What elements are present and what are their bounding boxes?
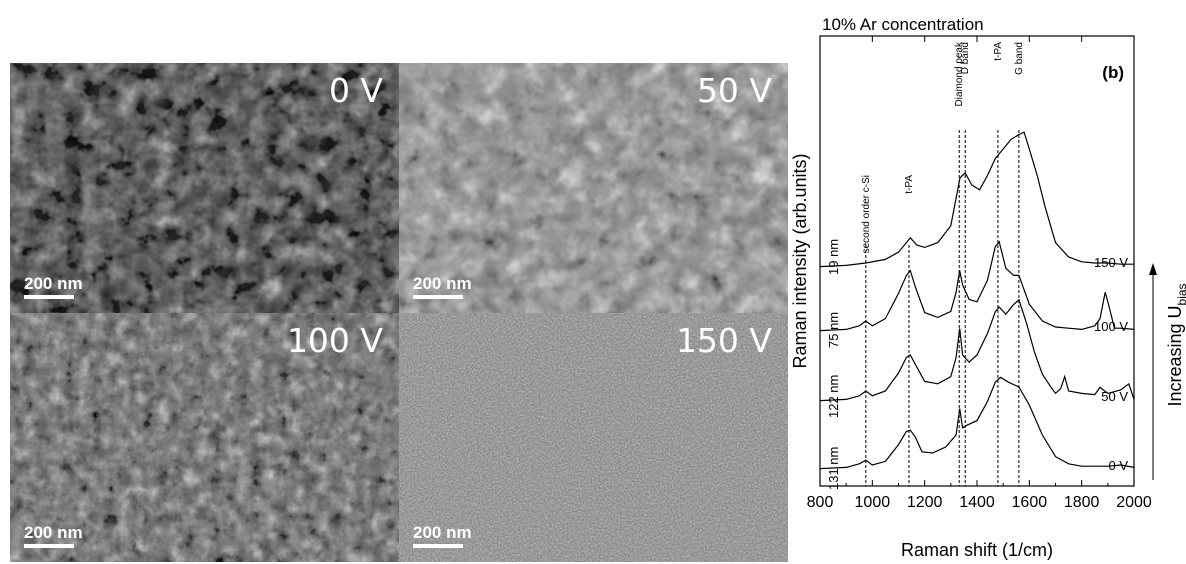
reference-line-label: second order c-Si [861, 175, 872, 253]
series-line-0v [819, 376, 1135, 470]
x-tick-label: 1200 [907, 494, 943, 511]
sem-panel-100v: 100 V 200 nm [10, 313, 399, 562]
right-axis-label-sub: bias [1175, 283, 1186, 305]
scale-bar: 200 nm [24, 523, 83, 548]
plot-frame [819, 35, 1135, 487]
sem-image-150v [399, 313, 788, 562]
sem-image-0v [10, 63, 399, 313]
sem-image-100v [10, 313, 399, 562]
series-line-150v [819, 131, 1134, 268]
scale-bar-label: 200 nm [24, 274, 83, 293]
scale-bar-line [413, 544, 463, 548]
x-tick-label: 1800 [1064, 494, 1100, 511]
bias-label: 150 V [675, 321, 772, 360]
scale-bar: 200 nm [413, 274, 472, 299]
x-tick-label: 800 [807, 494, 834, 511]
series-bias-label: 150 V [1094, 255, 1128, 270]
scale-bar-line [413, 295, 463, 299]
series-thickness-label: 131 nm [826, 447, 841, 490]
reference-line-label: Diamond peak [954, 41, 965, 106]
x-tick-label: 1600 [1012, 494, 1048, 511]
x-tick-label: 1000 [855, 494, 891, 511]
bias-label: 100 V [286, 321, 383, 360]
panel-tag: (b) [1102, 63, 1124, 82]
sem-panel-150v: 150 V 200 nm [399, 313, 788, 562]
reference-line-label: t-PA [904, 175, 915, 194]
bias-label: 0 V [328, 71, 383, 110]
scale-bar: 200 nm [413, 523, 472, 548]
series-line-100v [819, 240, 1135, 332]
scale-bar-line [24, 295, 74, 299]
scale-bar: 200 nm [24, 274, 83, 299]
scale-bar-label: 200 nm [413, 523, 472, 542]
series-thickness-label: 75 nm [826, 312, 841, 348]
sem-image-50v [399, 63, 788, 313]
series-thickness-label: 19 nm [826, 239, 841, 275]
reference-line-label: t-PA [993, 42, 1004, 61]
y-axis-label: Raman intensity (arb.units) [790, 153, 810, 368]
series-line-50v [819, 298, 1135, 402]
reference-line-label: D band [960, 42, 971, 74]
bias-label: 50 V [696, 71, 772, 110]
x-tick-label: 2000 [1116, 494, 1152, 511]
x-axis-label: Raman shift (1/cm) [901, 540, 1053, 560]
right-axis-label: Increasing Ubias [1165, 283, 1186, 406]
sem-panel-50v: 50 V 200 nm [399, 63, 788, 313]
increasing-arrow-head [1149, 263, 1157, 275]
sem-panel-0v: 0 V 200 nm [10, 63, 399, 313]
scale-bar-line [24, 544, 74, 548]
chart-title: 10% Ar concentration [822, 15, 984, 34]
series-bias-label: 0 V [1108, 458, 1128, 473]
right-axis-label-main: Increasing U [1165, 305, 1185, 406]
series-thickness-label: 122 nm [826, 375, 841, 418]
series-bias-label: 50 V [1101, 389, 1128, 404]
series-bias-label: 100 V [1094, 319, 1128, 334]
x-tick-label: 1400 [959, 494, 995, 511]
reference-line-label: G band [1014, 42, 1025, 75]
scale-bar-label: 200 nm [24, 523, 83, 542]
scale-bar-label: 200 nm [413, 274, 472, 293]
